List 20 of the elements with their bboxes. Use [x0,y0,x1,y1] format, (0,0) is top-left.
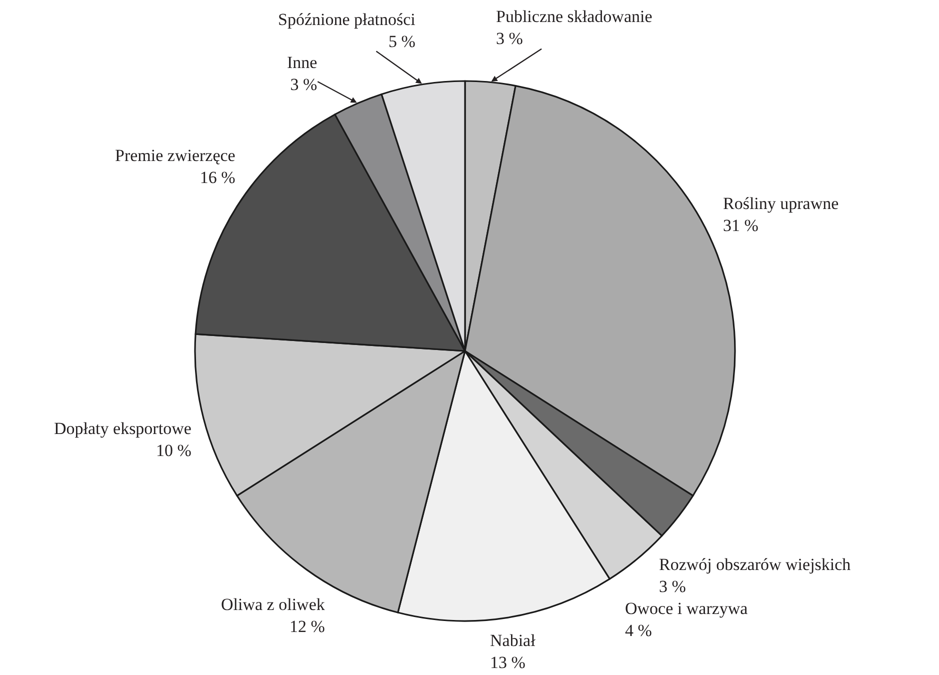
slice-label: Rozwój obszarów wiejskich [659,555,852,574]
slice-label: Rośliny uprawne [723,194,839,213]
slice-label: Nabiał [490,631,536,650]
slice-label: Dopłaty eksportowe [54,419,192,438]
data-label: 4 % [625,621,652,640]
data-label: 10 % [156,441,192,460]
slice-label: Inne [287,53,318,72]
data-label: 3 % [290,75,318,94]
slice-label: Premie zwierzęce [115,146,236,165]
data-label: 13 % [490,653,526,672]
data-label: 16 % [200,168,236,188]
data-label: 3 % [659,577,686,596]
data-label: 31 % [723,216,758,236]
data-label: 12 % [289,617,325,636]
slice-label: Owoce i warzywa [625,599,748,618]
slice-label: Oliwa z oliwek [221,595,326,614]
slice-label: Spóźnione płatności [278,10,416,29]
data-label: 5 % [388,32,416,52]
slice-label: Publiczne składowanie [496,7,652,26]
data-label: 3 % [496,29,523,48]
